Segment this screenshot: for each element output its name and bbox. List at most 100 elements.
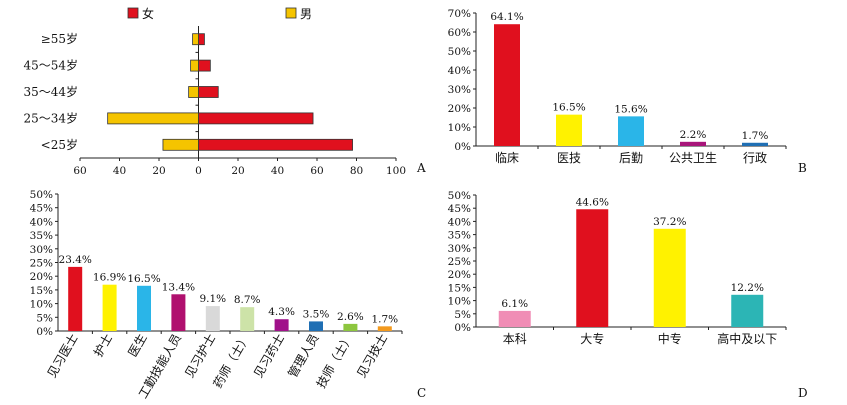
value-label: 16.9% — [93, 272, 126, 284]
x-tick-label: 20 — [152, 165, 165, 177]
bar-female — [198, 86, 219, 98]
value-label: 23.4% — [59, 254, 92, 266]
panel-b: B 0% 10% 20% 30% 40% 50% 60% 70% 64.1% 临床 16.5% 医技 15… — [448, 8, 807, 175]
bar — [377, 326, 392, 331]
value-label: 13.4% — [162, 281, 195, 293]
bar-male — [192, 33, 199, 46]
panel-a: A 60 40 20 0 20 40 60 80 100 <25岁 25～34岁 35～44岁 45～54… — [23, 6, 426, 177]
y-tick-label: 40% — [30, 216, 53, 228]
bar — [618, 116, 644, 146]
bar — [171, 294, 186, 331]
value-label: 44.6% — [576, 196, 609, 208]
value-label: 16.5% — [127, 273, 160, 285]
bar — [274, 319, 289, 331]
legend: 女男 — [127, 6, 312, 21]
bar — [102, 284, 117, 331]
bar-female — [198, 59, 211, 72]
x-tick-label: 80 — [350, 165, 363, 177]
y-tick-label: 50% — [448, 190, 471, 202]
category-label: 高中及以下 — [717, 331, 777, 346]
bar — [680, 141, 706, 146]
y-tick-label: 20% — [30, 271, 53, 283]
y-tick-label: 45% — [448, 203, 471, 215]
category-label: 后勤 — [619, 151, 643, 165]
legend-swatch — [127, 7, 139, 19]
panel-label: C — [417, 386, 426, 400]
y-tick-label: 40% — [448, 65, 471, 77]
bar — [68, 266, 83, 331]
y-tick-label: 20% — [448, 269, 471, 281]
y-tick-label: 30% — [448, 84, 471, 96]
value-label: 15.6% — [614, 103, 647, 115]
bar — [309, 321, 323, 331]
legend-swatch — [285, 7, 297, 19]
bar — [742, 142, 768, 146]
panel-label: A — [416, 161, 426, 175]
panel-label: B — [798, 161, 807, 175]
y-tick-label: 15% — [448, 282, 471, 294]
category-label: ≥55岁 — [41, 31, 78, 46]
category-label: 本科 — [503, 332, 527, 346]
bar — [240, 307, 255, 331]
category-label: 见习医士 — [45, 332, 81, 381]
category-label: 25～34岁 — [23, 110, 78, 125]
category-label: 中专 — [658, 331, 682, 346]
bar — [498, 310, 531, 327]
y-tick-label: 30% — [448, 243, 471, 255]
bar — [343, 323, 358, 331]
value-label: 8.7% — [234, 294, 261, 306]
legend-label: 女 — [142, 6, 154, 21]
bar-female — [198, 112, 314, 125]
bar — [205, 306, 220, 331]
category-label: 大专 — [580, 331, 604, 346]
value-label: 64.1% — [490, 11, 523, 23]
category-label: 行政 — [743, 151, 767, 165]
y-tick-label: 10% — [30, 299, 53, 311]
x-tick-label: 100 — [386, 165, 406, 177]
y-tick-label: 35% — [30, 230, 53, 242]
x-tick-label: 20 — [231, 165, 244, 177]
x-tick-label: 60 — [73, 165, 86, 177]
bar — [494, 24, 520, 146]
category-label: 见习药士 — [251, 332, 287, 381]
bar — [556, 114, 582, 146]
panel-d: D 0%5%10% 15%20%25%30%35% 40%45%50% 6.1% 本科 44… — [448, 190, 808, 400]
category-label: 见习技士 — [354, 332, 390, 381]
category-label: 见习护士 — [182, 332, 218, 381]
y-tick-label: 0% — [36, 326, 53, 338]
bar-male — [190, 59, 199, 72]
y-tick-label: 35% — [448, 230, 471, 242]
bar — [653, 228, 686, 327]
value-label: 12.2% — [731, 282, 764, 294]
category-label: 35～44岁 — [23, 84, 78, 99]
y-tick-label: 60% — [448, 27, 471, 39]
y-tick-label: 40% — [448, 216, 471, 228]
y-tick-label: 25% — [30, 258, 53, 270]
category-label: 管理人员 — [285, 331, 322, 380]
value-label: 37.2% — [653, 216, 686, 228]
value-label: 2.2% — [680, 129, 707, 141]
x-tick-label: 60 — [310, 165, 323, 177]
y-tick-label: 10% — [448, 296, 471, 308]
bar-male — [162, 138, 199, 151]
value-label: 2.6% — [337, 311, 364, 323]
x-tick-label: 0 — [195, 165, 202, 177]
category-label: 临床 — [495, 151, 519, 165]
value-label: 3.5% — [303, 308, 330, 320]
category-label: 45～54岁 — [23, 58, 78, 73]
y-tick-label: 5% — [454, 309, 471, 321]
y-tick-label: 50% — [448, 46, 471, 58]
y-tick-label: 25% — [448, 256, 471, 268]
bar-female — [198, 33, 205, 46]
bar-male — [107, 112, 199, 125]
category-label: 公共卫生 — [669, 151, 717, 165]
value-label: 16.5% — [552, 102, 585, 114]
y-tick-label: 30% — [30, 244, 53, 256]
y-tick-label: 5% — [36, 312, 53, 324]
category-label: 医生 — [125, 332, 149, 360]
x-tick-label: 40 — [113, 165, 126, 177]
value-label: 9.1% — [199, 293, 226, 305]
y-tick-label: 70% — [448, 8, 471, 20]
value-label: 1.7% — [371, 313, 398, 325]
y-tick-label: 15% — [30, 285, 53, 297]
